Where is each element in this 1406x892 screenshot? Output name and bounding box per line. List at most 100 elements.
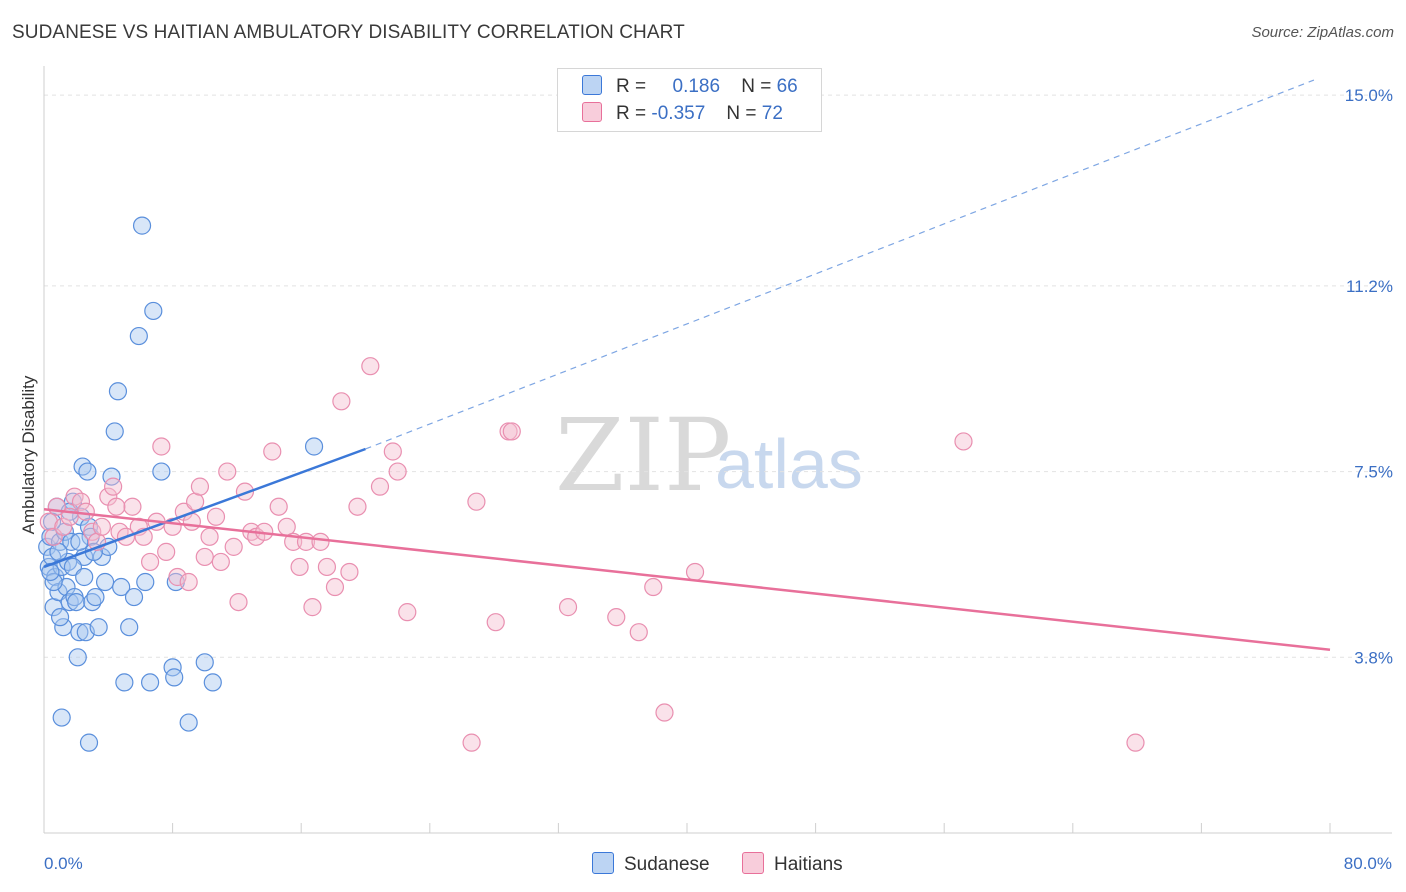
sudanese-trend-extension — [365, 79, 1315, 450]
n-label: N = — [741, 76, 772, 97]
watermark-atlas: atlas — [715, 425, 863, 503]
stats-legend: R = 0.186 N = 66 R = -0.357 N = 72 — [557, 68, 822, 132]
y-tick-label: 7.5% — [1354, 463, 1393, 482]
haitians-point — [190, 477, 210, 496]
sudanese-point — [179, 713, 198, 732]
sudanese-point — [79, 733, 99, 752]
sudanese-point — [44, 572, 63, 592]
sudanese-point — [50, 608, 70, 627]
legend-row-sudanese: R = 0.186 N = 66 — [582, 75, 798, 101]
haitians-point — [332, 392, 351, 411]
haitians-point — [206, 507, 226, 526]
r-label: R = — [616, 76, 647, 97]
y-tick-label: 3.8% — [1354, 648, 1393, 667]
sudanese-point — [75, 567, 94, 587]
haitians-point — [311, 532, 330, 551]
haitians-point — [104, 477, 123, 496]
haitians-trend-line — [43, 507, 1331, 652]
haitians-point — [224, 537, 243, 556]
haitians-point — [1126, 733, 1145, 752]
sudanese-point — [83, 592, 102, 612]
haitians-point — [954, 432, 973, 451]
axes — [43, 66, 1392, 834]
sudanese-point — [73, 457, 92, 476]
haitians-point — [502, 422, 521, 441]
haitians-point — [467, 492, 486, 511]
haitians-point — [269, 497, 288, 516]
haitians-point — [140, 552, 160, 572]
haitians-point — [558, 598, 578, 617]
haitians-point — [462, 733, 481, 752]
sudanese-point — [95, 572, 115, 592]
sudanese-point — [195, 653, 214, 672]
haitians-point — [92, 517, 111, 536]
r-value: 0.186 — [672, 76, 721, 97]
sudanese-point — [86, 587, 105, 607]
haitians-point — [655, 703, 674, 722]
haitians-legend-label: Haitians — [774, 854, 843, 875]
haitians-point — [83, 522, 102, 541]
haitians-point — [218, 462, 237, 481]
sudanese-point — [89, 618, 108, 637]
r-value: -0.357 — [651, 103, 706, 124]
haitians-point — [317, 557, 337, 577]
y-tick-label: 11.2% — [1346, 277, 1393, 296]
sudanese-point — [112, 577, 131, 597]
sudanese-legend-swatch — [592, 852, 614, 874]
sudanese-point — [124, 587, 144, 607]
haitians-point — [123, 497, 142, 516]
watermark: ZIP atlas — [555, 397, 863, 514]
watermark-zip: ZIP — [555, 397, 731, 514]
sudanese-point — [78, 462, 97, 481]
x-tick-label: 0.0% — [44, 854, 83, 873]
sudanese-point — [52, 708, 71, 727]
haitians-point — [152, 437, 171, 456]
haitians-point — [54, 517, 73, 536]
legend-item-haitians: Haitians — [742, 852, 843, 876]
n-value: 66 — [776, 76, 798, 97]
haitians-point — [71, 492, 91, 511]
sudanese-point — [108, 382, 128, 401]
haitians-point — [168, 567, 187, 587]
y-tick-label: 15.0% — [1345, 86, 1393, 105]
sudanese-legend-label: Sudanese — [624, 854, 710, 875]
legend-item-sudanese: Sudanese — [592, 852, 710, 876]
sudanese-point — [165, 668, 184, 687]
x-tick-label: 80.0% — [1344, 854, 1392, 873]
haitians-point — [361, 357, 380, 376]
source-label: Source: ZipAtlas.com — [1251, 24, 1394, 41]
sudanese-point — [120, 618, 139, 637]
haitians-point — [644, 577, 663, 597]
n-value: 72 — [761, 103, 783, 124]
sudanese-point — [49, 542, 68, 561]
r-label: R = — [616, 103, 647, 124]
sudanese-trend-line — [43, 447, 366, 569]
haitians-point — [195, 547, 214, 567]
sudanese-point — [304, 437, 324, 456]
trend-lines — [43, 79, 1331, 652]
sudanese-point — [203, 673, 222, 692]
haitians-point — [211, 552, 230, 572]
haitians-legend-swatch — [742, 852, 764, 874]
sudanese-point — [132, 216, 152, 235]
sudanese-point — [144, 301, 163, 321]
sudanese-point — [67, 592, 86, 612]
haitians-point — [303, 598, 322, 617]
haitians-point — [157, 542, 176, 561]
sudanese-point — [152, 462, 171, 481]
chart-title: SUDANESE VS HAITIAN AMBULATORY DISABILIT… — [12, 22, 685, 43]
haitians-point — [200, 527, 219, 546]
sudanese-point — [136, 572, 155, 592]
haitians-point — [383, 442, 402, 461]
sudanese-swatch — [582, 75, 602, 95]
sudanese-point — [70, 623, 89, 642]
haitians-point — [263, 442, 282, 461]
sudanese-point — [60, 592, 79, 612]
haitians-point — [370, 477, 390, 496]
haitians-swatch — [582, 102, 602, 122]
tick-labels: 3.8% 7.5% 11.2% 15.0% 0.0% 80.0% — [44, 86, 1393, 873]
y-axis-label: Ambulatory Disability — [19, 375, 38, 534]
haitians-point — [685, 562, 705, 582]
sudanese-point — [129, 326, 148, 346]
